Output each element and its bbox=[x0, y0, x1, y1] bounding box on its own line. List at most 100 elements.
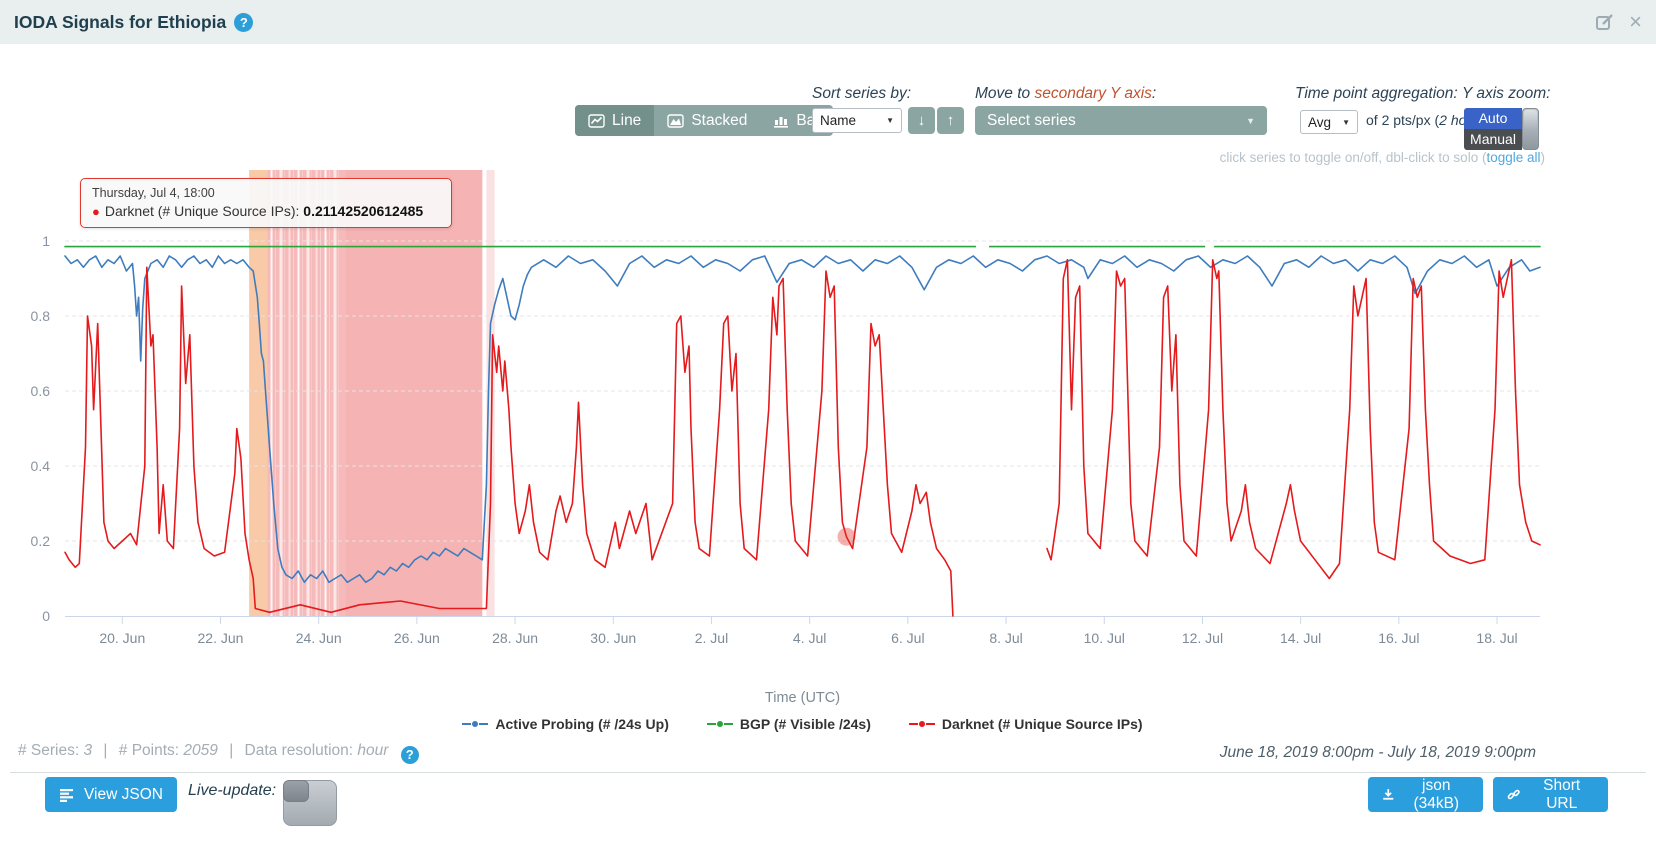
chart-type-line-button[interactable]: Line bbox=[575, 105, 655, 136]
timeseries-chart[interactable]: 0 0.2 0.4 0.6 0.8 1 20. Jun 22. Jun 24. Jun 26. J… bbox=[0, 165, 1656, 665]
y-axis-label: 0.6 bbox=[31, 383, 51, 399]
footer-divider bbox=[10, 772, 1646, 773]
secondary-axis-series-select[interactable]: Select series ▼ bbox=[975, 106, 1267, 135]
download-icon bbox=[1383, 789, 1394, 800]
alert-stripe bbox=[302, 170, 304, 616]
title-help-icon[interactable]: ? bbox=[234, 12, 254, 32]
date-range: June 18, 2019 8:00pm - July 18, 2019 9:0… bbox=[1219, 744, 1536, 761]
short-url-label: Short URL bbox=[1543, 776, 1581, 812]
chart-type-stacked-button[interactable]: Stacked bbox=[654, 105, 760, 136]
sort-ascending-button[interactable]: ↑ bbox=[937, 107, 964, 134]
y-axis-label: 1 bbox=[42, 233, 50, 249]
x-axis-label: 20. Jun bbox=[99, 630, 145, 646]
aggregation-select[interactable]: Avg ▼ bbox=[1300, 110, 1358, 134]
alert-stripe bbox=[293, 170, 295, 616]
x-axis-label: 14. Jul bbox=[1280, 630, 1321, 646]
legend-item-bgp[interactable]: BGP (# Visible /24s) bbox=[706, 716, 871, 732]
aggregation-label: Time point aggregation: bbox=[1295, 85, 1458, 102]
download-json-button[interactable]: json (34kB) bbox=[1368, 777, 1483, 812]
alert-stripe bbox=[324, 170, 327, 616]
legend-hint-prefix: click series to toggle on/off, dbl-click… bbox=[1219, 150, 1487, 165]
arrow-down-icon: ↓ bbox=[917, 112, 926, 129]
y-axis-zoom-toggle: Auto Manual bbox=[1464, 108, 1539, 150]
edit-icon[interactable] bbox=[1595, 12, 1615, 32]
legend-item-darknet[interactable]: Darknet (# Unique Source IPs) bbox=[908, 716, 1143, 732]
toggle-knob bbox=[283, 780, 309, 802]
separator: | bbox=[103, 742, 108, 759]
x-axis-label: 8. Jul bbox=[989, 630, 1022, 646]
chevron-down-icon: ▼ bbox=[1246, 115, 1255, 126]
x-axis-label: 18. Jul bbox=[1476, 630, 1517, 646]
secondary-axis-select-placeholder: Select series bbox=[987, 111, 1076, 129]
x-axis-label: 4. Jul bbox=[793, 630, 826, 646]
resolution-help-icon[interactable]: ? bbox=[400, 745, 419, 764]
chart-metadata: # Series: 3 | # Points: 2059 | Data reso… bbox=[18, 742, 419, 764]
legend-label: Darknet (# Unique Source IPs) bbox=[941, 716, 1143, 732]
x-axis-label: 26. Jun bbox=[394, 630, 440, 646]
separator: | bbox=[229, 742, 234, 759]
alert-region bbox=[486, 170, 495, 616]
resolution-value: hour bbox=[357, 742, 389, 759]
live-update-toggle[interactable] bbox=[283, 780, 337, 826]
chart-type-button-group: Line Stacked Bar bbox=[575, 105, 834, 136]
x-axis-label: 6. Jul bbox=[891, 630, 924, 646]
page-title: IODA Signals for Ethiopia bbox=[14, 11, 227, 32]
download-json-label: json (34kB) bbox=[1413, 776, 1460, 812]
alert-stripe bbox=[311, 170, 313, 616]
points-count-value: 2059 bbox=[183, 742, 218, 759]
points-count-label: # Points: bbox=[118, 742, 180, 759]
chevron-down-icon: ▼ bbox=[1342, 117, 1350, 127]
x-axis-label: 22. Jun bbox=[198, 630, 244, 646]
alert-stripe bbox=[338, 170, 340, 616]
legend-marker-icon bbox=[908, 721, 935, 727]
series-line-active-probing[interactable] bbox=[64, 255, 1541, 584]
alert-stripe bbox=[333, 170, 337, 616]
y-axis-label: 0 bbox=[42, 608, 50, 624]
sort-descending-button[interactable]: ↓ bbox=[908, 107, 935, 134]
aggregation-suffix-prefix: of 2 pts/px ( bbox=[1366, 112, 1440, 128]
y-axis-label: 0.2 bbox=[31, 533, 51, 549]
tooltip-date: Thursday, Jul 4, 18:00 bbox=[92, 186, 215, 200]
tooltip-series-label: Darknet (# Unique Source IPs): bbox=[104, 203, 300, 219]
alert-region bbox=[249, 170, 268, 616]
x-axis-label: 10. Jul bbox=[1084, 630, 1125, 646]
alert-stripe bbox=[288, 170, 291, 616]
alert-stripe bbox=[270, 170, 273, 616]
legend-item-active-probing[interactable]: Active Probing (# /24s Up) bbox=[462, 716, 669, 732]
x-axis-label: 24. Jun bbox=[296, 630, 342, 646]
legend-marker-icon bbox=[706, 721, 733, 727]
toggle-all-link[interactable]: toggle all bbox=[1486, 150, 1541, 165]
sort-series-selected-value: Name bbox=[820, 113, 857, 128]
legend-hint-text: click series to toggle on/off, dbl-click… bbox=[1220, 150, 1545, 165]
short-url-button[interactable]: Short URL bbox=[1493, 777, 1608, 812]
alert-stripe bbox=[306, 170, 310, 616]
secondary-axis-label: Move to secondary Y axis: bbox=[975, 85, 1156, 103]
y-axis-zoom-label: Y axis zoom: bbox=[1462, 85, 1551, 102]
legend-label: BGP (# Visible /24s) bbox=[739, 716, 871, 732]
series-line-darknet[interactable] bbox=[64, 259, 1541, 617]
secondary-axis-label-prefix: Move to bbox=[975, 85, 1035, 102]
view-json-label: View JSON bbox=[84, 785, 163, 803]
widget-header: IODA Signals for Ethiopia ? × bbox=[0, 0, 1656, 44]
chart-legend: Active Probing (# /24s Up) BGP (# Visibl… bbox=[65, 716, 1540, 732]
link-icon bbox=[1507, 789, 1520, 800]
y-zoom-slider-track[interactable] bbox=[1522, 108, 1539, 150]
y-zoom-auto-button[interactable]: Auto bbox=[1464, 108, 1522, 129]
chart-type-stacked-label: Stacked bbox=[691, 111, 748, 129]
bar-chart-icon bbox=[774, 116, 789, 128]
sort-series-select[interactable]: Name ▼ bbox=[812, 108, 902, 133]
hover-point-marker[interactable] bbox=[837, 527, 856, 546]
alert-stripe bbox=[320, 170, 322, 616]
y-zoom-slider-knob[interactable] bbox=[1524, 110, 1537, 129]
chart-type-line-label: Line bbox=[612, 111, 642, 129]
view-json-button[interactable]: View JSON bbox=[45, 777, 177, 812]
chevron-down-icon: ▼ bbox=[886, 116, 894, 125]
y-zoom-manual-button[interactable]: Manual bbox=[1464, 129, 1522, 150]
x-axis-label: 16. Jul bbox=[1378, 630, 1419, 646]
close-icon[interactable]: × bbox=[1629, 9, 1642, 34]
series-count-label: # Series: bbox=[18, 742, 80, 759]
alert-stripe bbox=[315, 170, 318, 616]
stacked-chart-icon bbox=[667, 113, 685, 128]
y-axis-label: 0.8 bbox=[31, 308, 51, 324]
